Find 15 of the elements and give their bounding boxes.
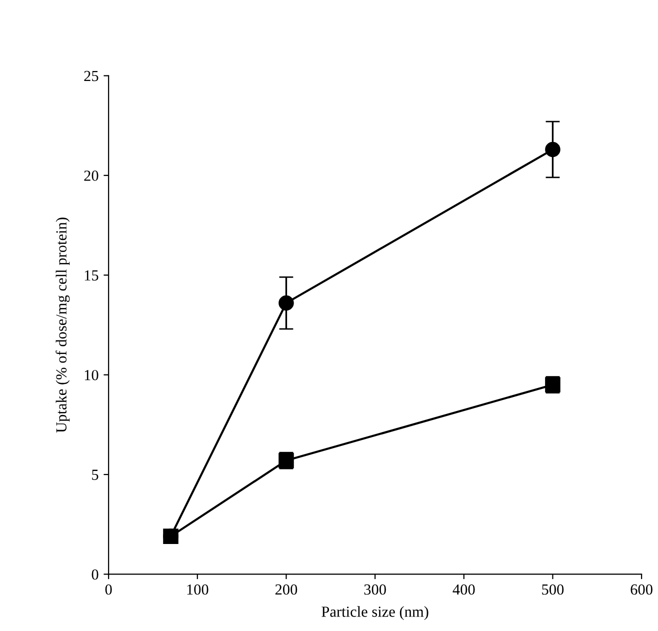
x-axis-title: Particle size (nm)	[322, 606, 428, 620]
y-tick-label: 0	[92, 569, 98, 580]
y-tick-label: 5	[92, 470, 98, 480]
y-axis-title: Uptake (% of dose/mg cell protein)	[56, 218, 70, 433]
x-tick-label: 300	[364, 584, 386, 595]
y-tick-label: 10	[84, 370, 98, 380]
x-tick-label: 600	[630, 584, 652, 595]
y-tick-label: 25	[84, 70, 98, 82]
x-tick-label: 0	[105, 584, 112, 595]
y-tick-label: 20	[84, 170, 98, 181]
x-tick-label: 500	[542, 584, 564, 595]
y-tick-label: 15	[84, 270, 98, 281]
x-tick-label: 200	[275, 584, 298, 595]
x-tick-label: 100	[187, 584, 208, 595]
x-tick-label: 400	[452, 584, 475, 595]
